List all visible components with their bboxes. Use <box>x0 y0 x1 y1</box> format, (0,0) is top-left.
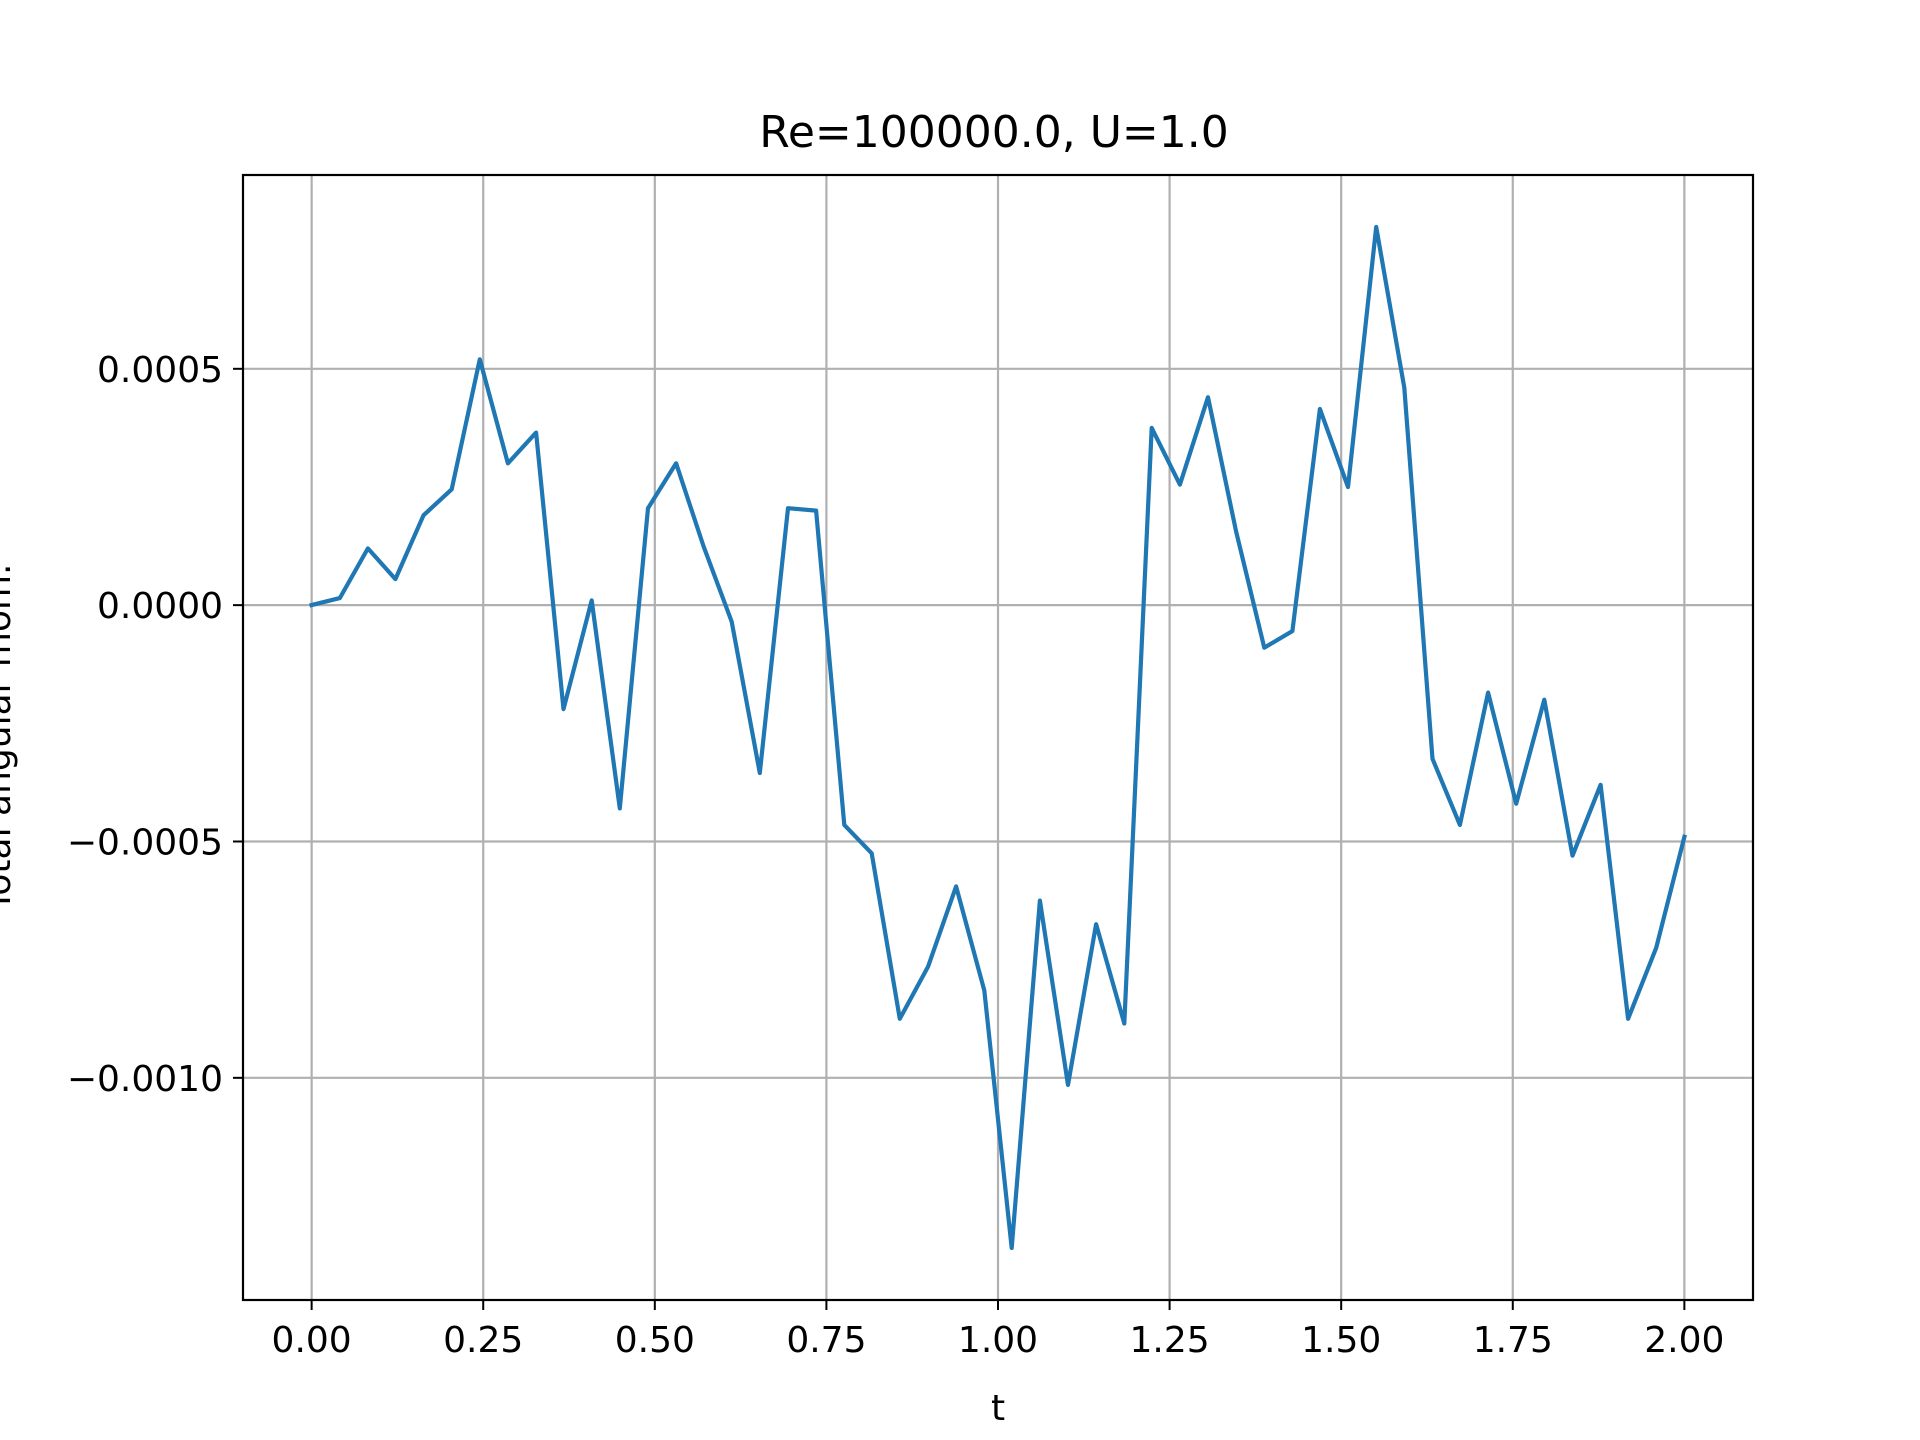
ticks: 0.00 0.25 0.50 0.75 1.00 1.25 1.50 1.75 2.00 0.00… <box>67 350 1725 1361</box>
y-tick-label: 0.0000 <box>97 586 223 627</box>
x-tick-label: 0.75 <box>786 1320 866 1361</box>
x-tick-label: 2.00 <box>1644 1320 1724 1361</box>
series-line <box>309 224 1687 1251</box>
y-axis-label: Total angular mom. <box>0 564 19 913</box>
x-tick-label: 0.50 <box>615 1320 695 1361</box>
grid <box>243 175 1753 1300</box>
x-tick-label: 1.75 <box>1473 1320 1553 1361</box>
y-tick-label: −0.0010 <box>67 1059 223 1100</box>
y-tick-label: 0.0005 <box>97 350 223 391</box>
x-tick-label: 1.50 <box>1301 1320 1381 1361</box>
x-tick-label: 0.25 <box>443 1320 523 1361</box>
x-tick-label: 1.25 <box>1130 1320 1210 1361</box>
series-layer <box>309 224 1687 1251</box>
chart-title: Re=100000.0, U=1.0 <box>759 107 1229 158</box>
x-tick-label: 1.00 <box>958 1320 1038 1361</box>
x-axis-label: t <box>991 1388 1005 1429</box>
x-tick-label: 0.00 <box>272 1320 352 1361</box>
y-tick-label: −0.0005 <box>67 822 223 863</box>
